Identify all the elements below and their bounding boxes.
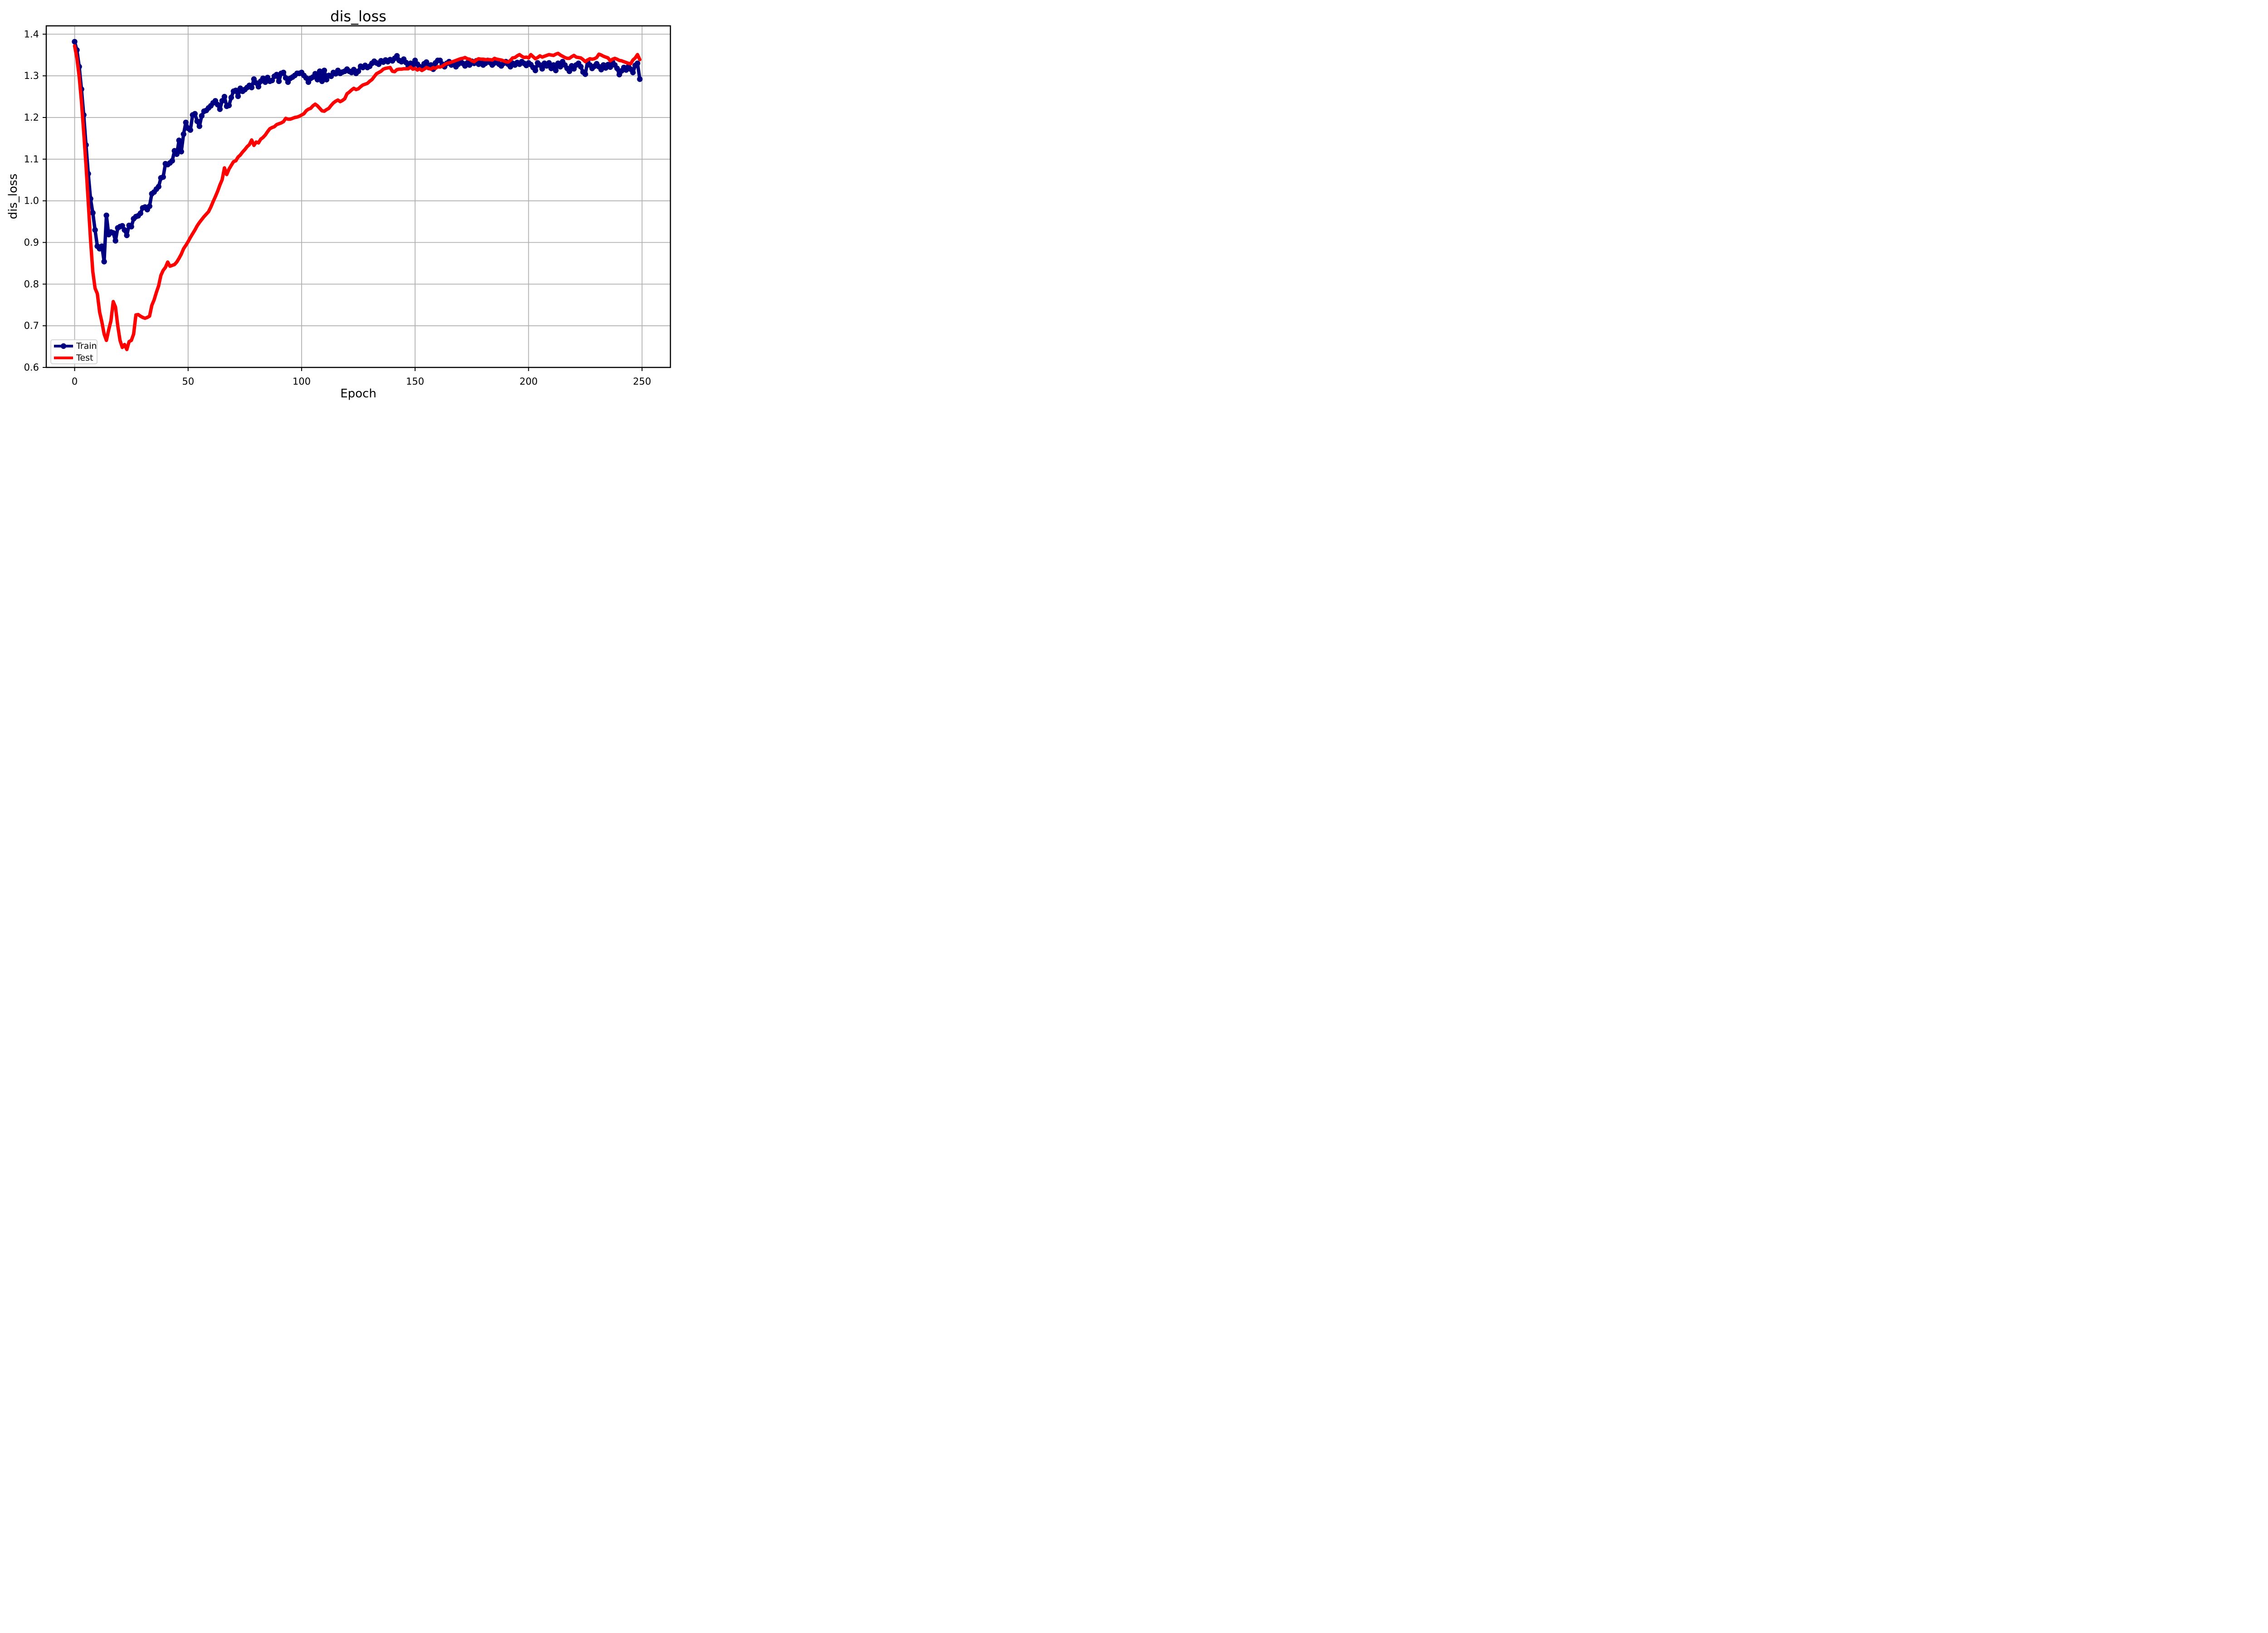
series-marker-train (319, 78, 325, 84)
series-marker-train (614, 65, 620, 71)
series-marker-train (103, 212, 109, 218)
series-marker-train (110, 230, 116, 236)
legend-entry-test: Test (54, 353, 93, 363)
legend-test-label: Test (76, 353, 93, 363)
series-marker-train (607, 64, 613, 70)
y-tick-label: 1.4 (24, 29, 39, 39)
series-marker-train (317, 68, 323, 74)
series-marker-train (314, 77, 321, 83)
series-marker-train (233, 88, 239, 93)
x-tick-label: 0 (72, 376, 78, 387)
series-marker-train (192, 111, 198, 117)
series-marker-train (303, 75, 309, 81)
series-marker-train (101, 259, 107, 264)
series-marker-train (637, 76, 643, 82)
series-marker-train (183, 119, 189, 126)
series-marker-train (99, 243, 105, 249)
series-marker-train (235, 93, 241, 99)
series-marker-train (176, 137, 182, 143)
x-axis-label: Epoch (340, 387, 376, 401)
axis-ticks: 0 50 100 150 200 250 0.6 0.7 0.8 0.9 1.0 1.1 1.2 1.3 1… (24, 29, 651, 387)
series-marker-train (178, 149, 184, 155)
series-marker-train (423, 59, 430, 65)
y-tick-label: 1.1 (24, 154, 39, 165)
series-marker-train (533, 68, 538, 73)
series-marker-train (280, 69, 287, 75)
y-tick-label: 1.0 (24, 196, 39, 206)
series-marker-train (546, 60, 552, 66)
series-marker-train (92, 227, 98, 233)
series-marker-train (217, 106, 223, 112)
series-marker-train (255, 83, 261, 90)
y-tick-label: 0.9 (24, 237, 39, 248)
series-marker-train (124, 232, 130, 239)
series-marker-train (262, 79, 269, 85)
x-tick-label: 150 (406, 376, 424, 387)
series-marker-train (407, 60, 414, 66)
series-marker-train (321, 68, 327, 73)
x-tick-label: 100 (293, 376, 311, 387)
series-marker-train (394, 53, 400, 59)
y-tick-label: 0.7 (24, 320, 39, 331)
series-marker-train (355, 68, 362, 74)
legend-train-label: Train (76, 341, 97, 351)
chart: 0 50 100 150 200 250 0.6 0.7 0.8 0.9 1.0 1.1 1.2 1.3 1… (6, 8, 671, 401)
series-marker-train (196, 123, 202, 129)
series-marker-train (122, 227, 127, 233)
series-marker-train (215, 102, 220, 108)
series-layer (72, 39, 643, 352)
series-marker-train (72, 39, 78, 45)
plot-border (45, 25, 671, 368)
series-line-test (73, 44, 642, 352)
series-marker-train (199, 113, 205, 119)
legend-entry-train: Train (54, 341, 97, 351)
series-marker-train (283, 75, 289, 81)
series-marker-train (219, 98, 225, 104)
legend-train-marker (60, 343, 67, 349)
series-marker-train (160, 174, 166, 180)
series-marker-train (226, 103, 232, 108)
series-marker-train (221, 93, 227, 100)
series-marker-train (249, 84, 254, 91)
series-marker-train (156, 184, 161, 190)
series-marker-train (187, 127, 193, 133)
series-marker-train (269, 78, 275, 83)
y-tick-label: 0.6 (24, 362, 39, 373)
series-marker-train (228, 94, 234, 101)
series-marker-train (119, 223, 125, 229)
series-marker-train (551, 62, 557, 68)
series-marker-train (539, 66, 545, 72)
x-tick-label: 50 (182, 376, 194, 387)
series-marker-train (567, 68, 572, 74)
y-tick-label: 0.8 (24, 279, 39, 289)
series-marker-train (169, 158, 175, 164)
series-marker-train (582, 71, 588, 77)
x-tick-label: 200 (519, 376, 538, 387)
series-marker-train (276, 78, 282, 84)
x-tick-label: 250 (633, 376, 651, 387)
series-marker-train (557, 64, 563, 70)
series-marker-train (174, 151, 180, 157)
chart-title: dis_loss (330, 8, 386, 25)
series-marker-train (578, 64, 584, 70)
y-tick-label: 1.3 (24, 70, 39, 81)
series-marker-train (194, 118, 200, 124)
series-marker-train (630, 69, 636, 75)
series-marker-train (90, 210, 96, 216)
y-tick-label: 1.2 (24, 112, 39, 123)
series-marker-train (274, 72, 280, 78)
series-marker-train (147, 203, 152, 209)
series-marker-train (598, 67, 604, 73)
series-marker-train (553, 68, 559, 73)
figure: 0 50 100 150 200 250 0.6 0.7 0.8 0.9 1.0 1.1 1.2 1.3 1… (0, 0, 680, 408)
series-marker-train (128, 224, 134, 230)
y-axis-label: dis_loss (6, 174, 20, 220)
series-marker-train (635, 60, 640, 66)
series-marker-train (181, 131, 186, 137)
series-marker-train (137, 210, 143, 216)
series-marker-train (112, 238, 118, 244)
series-marker-train (323, 77, 330, 83)
series-marker-train (312, 71, 318, 77)
legend: Train Test (50, 339, 98, 364)
